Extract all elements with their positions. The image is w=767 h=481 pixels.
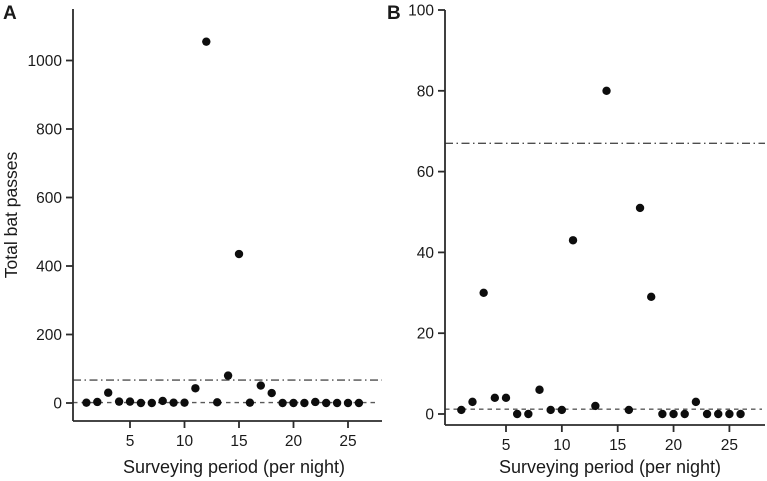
data-point <box>332 398 342 408</box>
x-tick-label: 10 <box>176 433 194 450</box>
x-tick-label: 15 <box>230 433 247 450</box>
x-tick-label: 5 <box>126 433 135 450</box>
y-tick-label: 100 <box>408 3 434 20</box>
data-point <box>114 397 124 406</box>
y-tick-label: 20 <box>417 326 435 343</box>
data-point <box>468 397 477 407</box>
data-point <box>93 397 102 407</box>
data-point <box>256 381 265 390</box>
data-point <box>289 398 298 408</box>
x-tick-label: 25 <box>339 433 356 450</box>
x-axis-label: Surveying period (per night) <box>499 457 721 477</box>
data-point <box>343 398 353 408</box>
data-point <box>180 398 189 407</box>
x-tick-label: 20 <box>665 437 683 454</box>
data-point <box>725 409 734 419</box>
y-tick-label: 1000 <box>28 53 63 70</box>
data-point <box>300 398 309 408</box>
x-tick-label: 20 <box>285 433 303 450</box>
x-tick-label: 5 <box>502 437 511 454</box>
x-tick-label: 15 <box>609 437 626 454</box>
y-tick-label: 200 <box>36 327 62 344</box>
data-point <box>512 409 522 419</box>
y-tick-label: 0 <box>425 407 434 424</box>
x-tick-label: 10 <box>553 437 571 454</box>
data-point <box>125 397 135 406</box>
y-axis-label: Total bat passes <box>1 152 21 279</box>
data-point <box>234 249 244 259</box>
data-point <box>136 398 146 408</box>
data-point <box>278 398 287 408</box>
y-tick-label: 800 <box>36 122 62 139</box>
data-point <box>647 292 656 302</box>
data-point <box>202 37 211 46</box>
data-point <box>223 371 233 380</box>
data-point <box>680 409 689 419</box>
data-point <box>191 384 200 393</box>
data-point <box>702 409 712 419</box>
data-point <box>591 401 600 411</box>
data-point <box>658 409 667 419</box>
data-point <box>322 398 331 408</box>
panel-letter: B <box>387 3 401 24</box>
y-tick-label: 80 <box>417 83 435 100</box>
data-point <box>714 409 723 419</box>
y-tick-label: 60 <box>417 164 435 181</box>
data-point <box>104 388 113 397</box>
panel-letter: A <box>3 3 17 24</box>
y-tick-label: 0 <box>53 396 62 413</box>
data-point <box>635 203 645 213</box>
data-point <box>213 398 222 407</box>
data-point <box>602 86 611 96</box>
data-point <box>546 405 555 415</box>
panel-a: 0 200 400 600 800 1000 5 10 15 20 25 A Surveying per… <box>1 3 382 477</box>
data-point <box>624 405 634 415</box>
y-tick-label: 40 <box>417 245 435 262</box>
data-point <box>479 288 488 297</box>
data-point <box>311 397 320 407</box>
panel-b: 0 20 40 60 80 100 5 10 15 20 25 B Surveying period (… <box>387 3 765 477</box>
data-point <box>169 398 178 407</box>
data-point <box>691 397 701 407</box>
data-point <box>501 393 511 403</box>
data-point <box>490 393 500 403</box>
y-tick-label: 600 <box>36 190 62 207</box>
y-tick-label: 400 <box>36 259 62 276</box>
data-point <box>736 409 745 419</box>
data-point <box>354 398 364 408</box>
data-point <box>158 396 167 406</box>
data-point <box>147 398 156 408</box>
data-point <box>245 398 255 407</box>
data-point <box>568 236 578 245</box>
data-point <box>557 405 567 415</box>
data-point <box>267 388 276 398</box>
data-point <box>669 409 678 419</box>
data-point <box>82 398 91 407</box>
data-point <box>535 385 544 394</box>
x-tick-label: 25 <box>721 437 738 454</box>
data-point <box>457 405 466 415</box>
x-axis-label: Surveying period (per night) <box>123 457 345 477</box>
data-point <box>524 409 533 419</box>
